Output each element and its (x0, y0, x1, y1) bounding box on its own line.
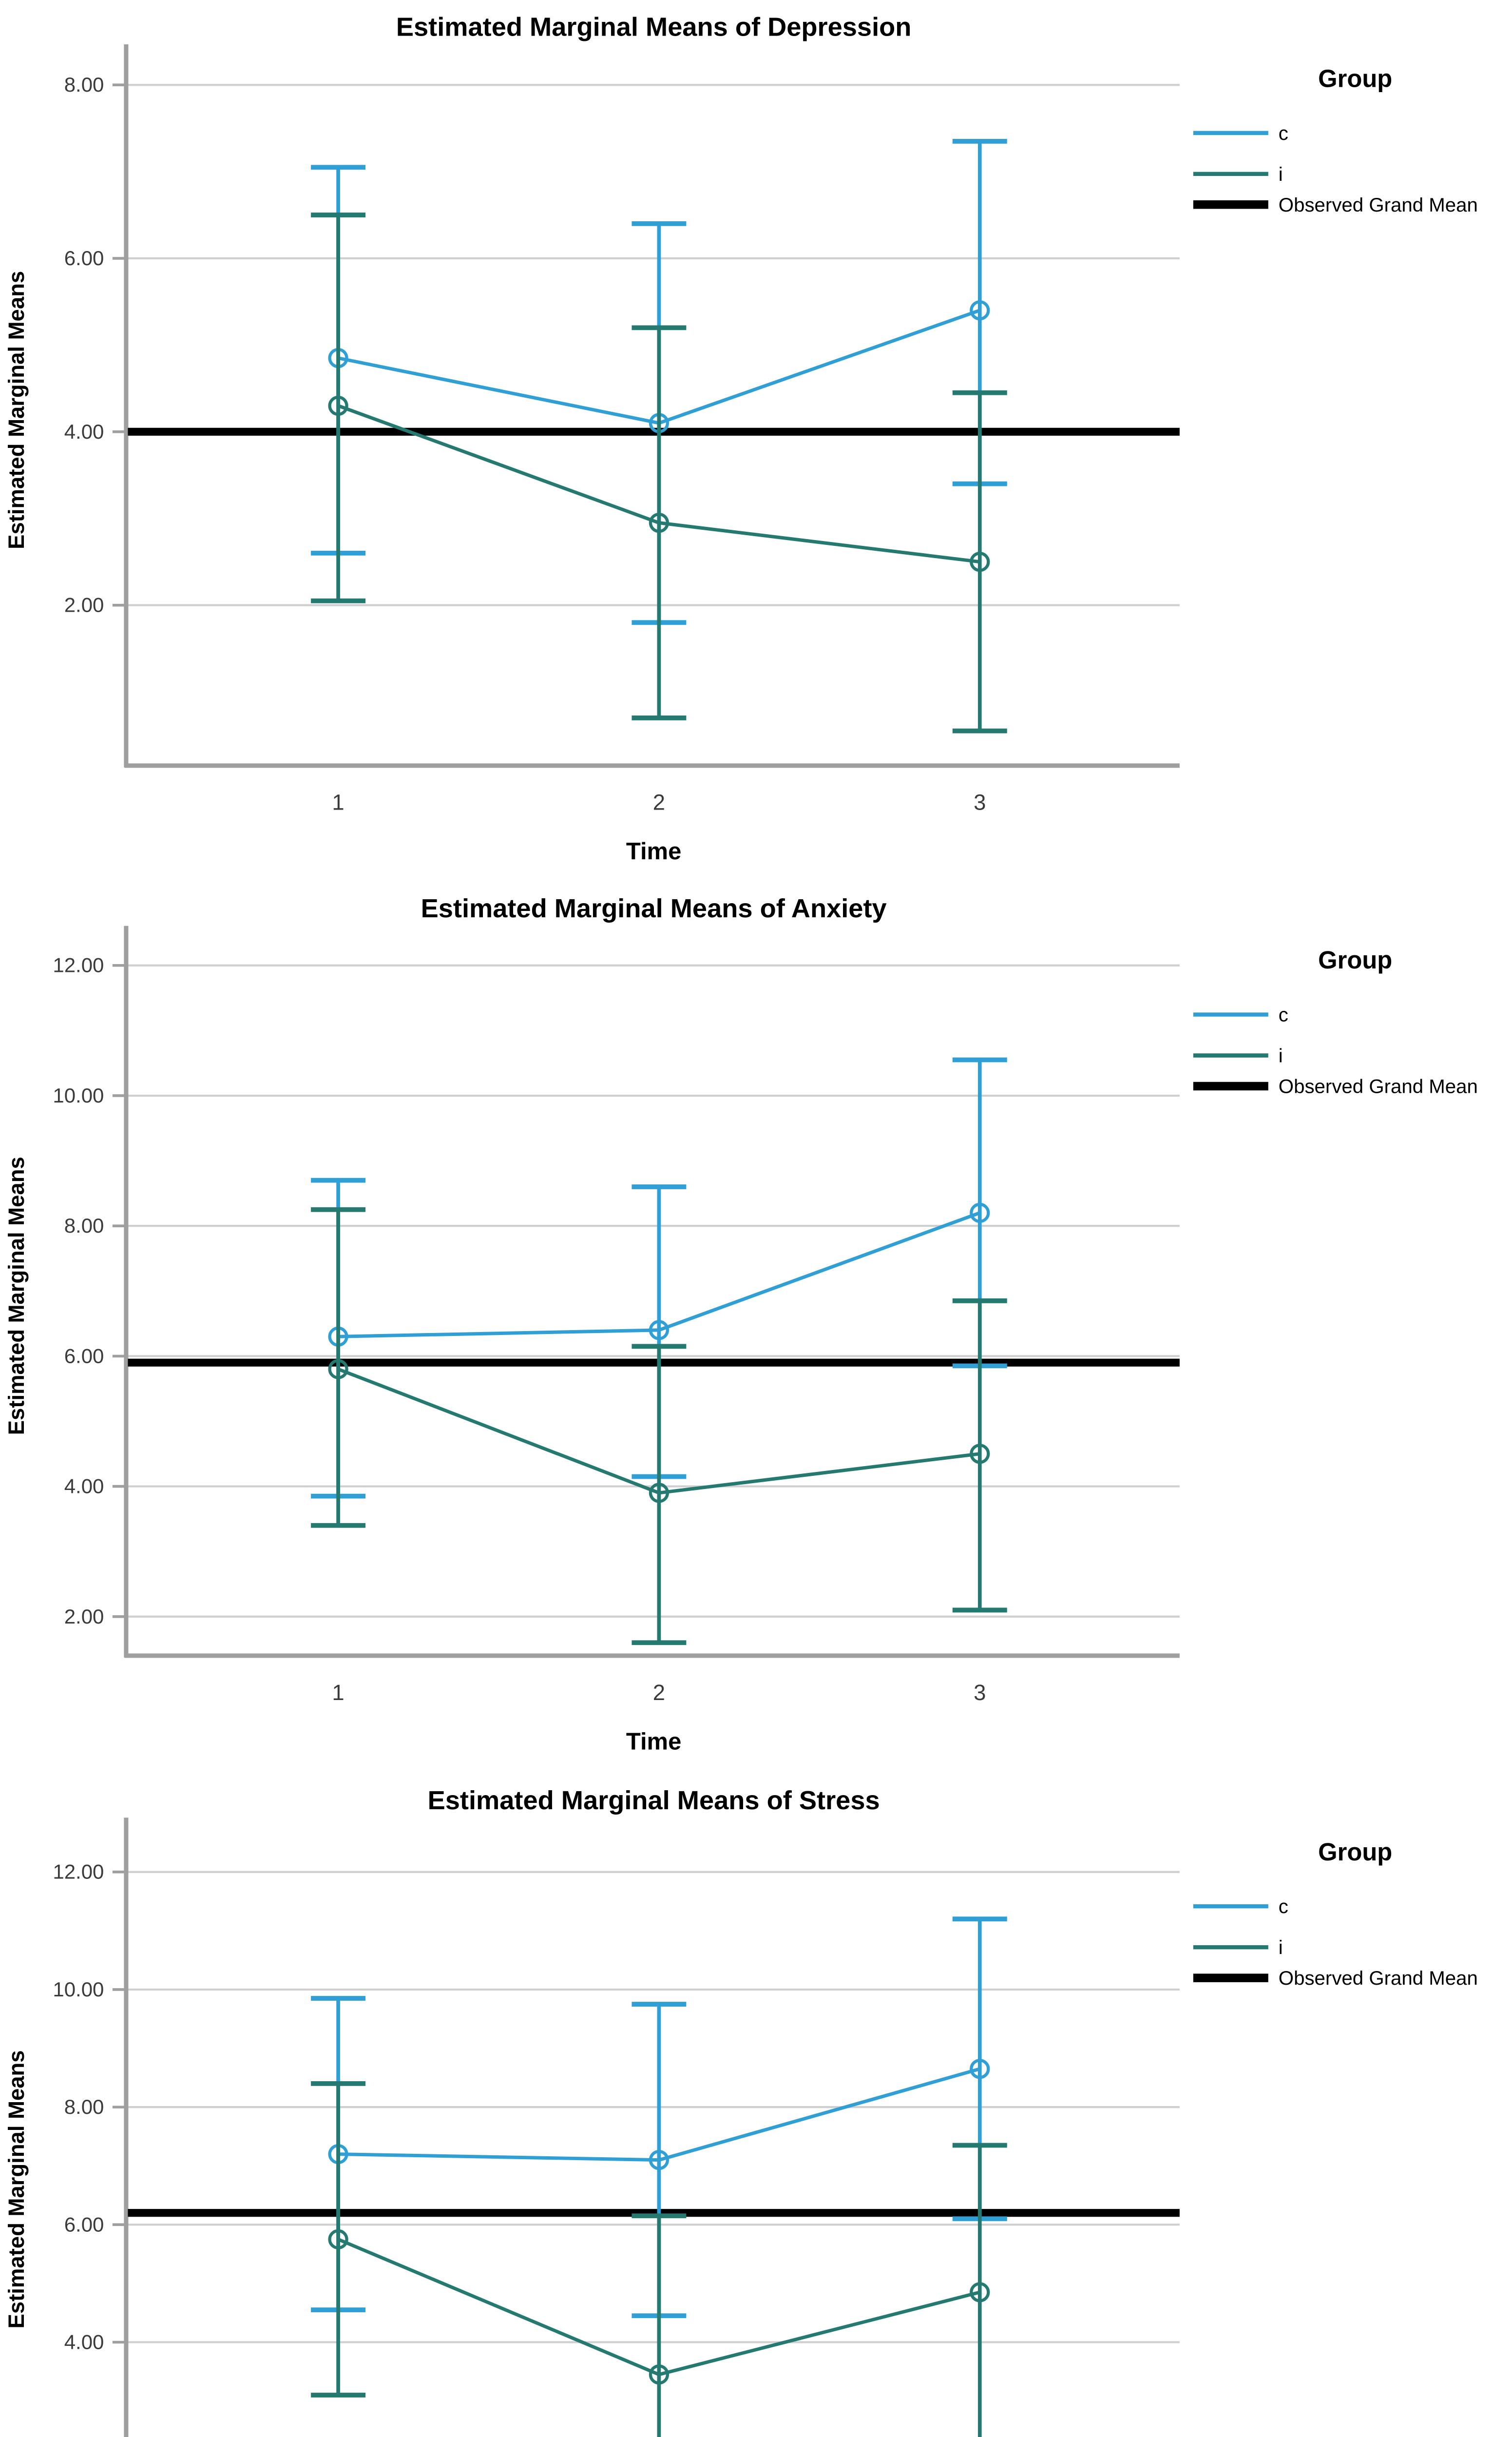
data-point-marker (970, 1444, 990, 1464)
y-tick-label: 8.00 (64, 1214, 104, 1237)
legend: Group ci Observed Grand Mean (1193, 946, 1478, 1097)
series-line (337, 2238, 980, 2377)
gridlines: 2.00 4.00 6.00 8.00 10.00 12.00 (53, 954, 1180, 1628)
y-tick-label: 8.00 (64, 73, 104, 96)
y-tick-label: 12.00 (53, 954, 104, 977)
x-axis-title: Time (626, 838, 681, 865)
series-line (337, 1367, 980, 1495)
depression-chart: Estimated Marginal Means of Depression 2.… (4, 12, 1478, 865)
data-point-marker (970, 300, 990, 321)
chart-title: Estimated Marginal Means of Depression (396, 12, 912, 41)
data-point-marker (328, 2229, 348, 2250)
legend: Group ci Observed Grand Mean (1193, 64, 1478, 216)
y-tick-label: 4.00 (64, 420, 104, 443)
y-tick-label: 4.00 (64, 2330, 104, 2353)
x-tick-label: 2 (653, 790, 665, 815)
x-tick-label: 1 (332, 790, 344, 815)
anxiety-chart-block: Estimated Marginal Means of Anxiety 2.00 4… (0, 889, 1512, 1780)
y-tick-label: 8.00 (64, 2095, 104, 2118)
y-tick-label: 6.00 (64, 2213, 104, 2236)
legend-item-label: i (1279, 163, 1283, 185)
data-point-marker (970, 1202, 990, 1223)
legend-item-label: Observed Grand Mean (1279, 1075, 1478, 1097)
gridlines: 2.00 4.00 6.00 8.00 (64, 73, 1180, 617)
legend-title: Group (1318, 64, 1392, 92)
series-i (311, 213, 1007, 734)
anxiety-chart: Estimated Marginal Means of Anxiety 2.00 4… (4, 894, 1478, 1755)
y-tick-label: 2.00 (64, 1605, 104, 1628)
legend-item-label: i (1279, 1936, 1283, 1958)
y-tick-label: 12.00 (53, 1860, 104, 1883)
series-i (311, 2081, 1007, 2437)
data-point-marker (970, 2282, 990, 2302)
legend-item-label: Observed Grand Mean (1279, 1967, 1478, 1989)
x-tick-label: 2 (653, 1680, 665, 1705)
x-tick-label: 3 (974, 1680, 986, 1705)
y-axis-title: Estimated Marginal Means (4, 1157, 29, 1435)
series-line (338, 1211, 980, 1338)
data-point-marker (649, 1320, 670, 1340)
chart-title: Estimated Marginal Means of Anxiety (421, 894, 887, 923)
series-line (338, 2067, 980, 2162)
data-point-marker (970, 2059, 990, 2079)
y-tick-label: 6.00 (64, 1344, 104, 1367)
y-tick-label: 2.00 (64, 594, 104, 617)
data-point-marker (328, 1359, 348, 1379)
series-i (311, 1207, 1007, 1645)
x-tick-label: 1 (332, 1680, 344, 1705)
y-axis-title: Estimated Marginal Means (4, 2050, 29, 2328)
data-point-marker (649, 2150, 670, 2170)
series-line (337, 404, 980, 564)
data-point-marker (649, 513, 670, 533)
stress-chart-block: Estimated Marginal Means of Stress2.004.… (0, 1780, 1512, 2437)
x-tick-label: 3 (974, 790, 986, 815)
legend: Group ci Observed Grand Mean (1193, 1838, 1478, 1989)
y-tick-label: 10.00 (53, 1978, 104, 2001)
legend-title: Group (1318, 946, 1392, 974)
x-axis-title: Time (626, 1728, 681, 1755)
data-point-marker (649, 1483, 670, 1503)
y-tick-label: 6.00 (64, 247, 104, 270)
legend-item-label: c (1279, 122, 1288, 144)
y-axis-title: Estimated Marginal Means (4, 271, 29, 549)
data-point-marker (328, 395, 348, 416)
data-point-marker (970, 552, 990, 572)
data-point-marker (649, 2364, 670, 2385)
stress-chart: Estimated Marginal Means of Stress2.004.… (4, 1786, 1478, 2437)
depression-chart-block: Estimated Marginal Means of Depression 2.… (0, 7, 1512, 889)
chart-title: Estimated Marginal Means of Stress (428, 1786, 880, 1815)
legend-item-label: i (1279, 1045, 1283, 1067)
legend-item-label: Observed Grand Mean (1279, 194, 1478, 216)
legend-item-label: c (1279, 1895, 1288, 1917)
legend-title: Group (1318, 1838, 1392, 1866)
legend-item-label: c (1279, 1004, 1288, 1026)
y-tick-label: 10.00 (53, 1084, 104, 1107)
y-tick-label: 4.00 (64, 1475, 104, 1498)
